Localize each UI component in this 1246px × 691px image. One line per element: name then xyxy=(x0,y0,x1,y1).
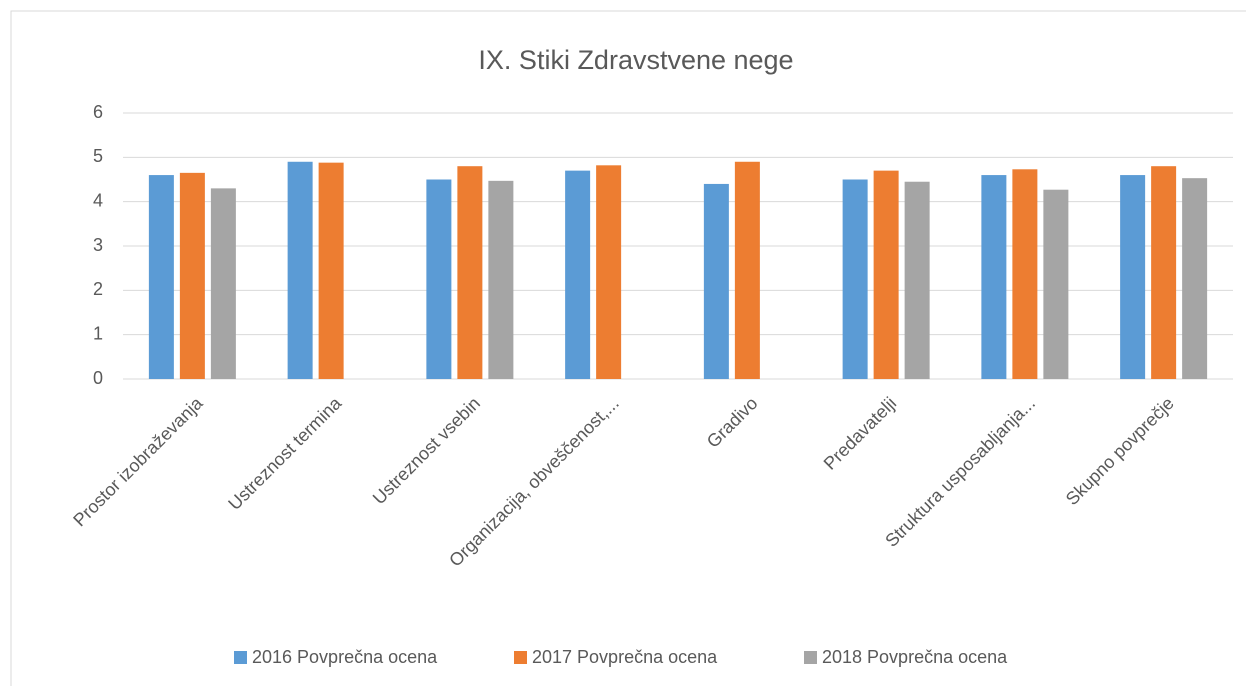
bar xyxy=(1012,169,1038,379)
y-tick-label: 5 xyxy=(93,146,103,166)
y-tick-label: 0 xyxy=(93,368,103,388)
y-tick-label: 2 xyxy=(93,279,103,299)
legend-swatch xyxy=(514,651,527,664)
bar xyxy=(318,162,344,379)
bar xyxy=(596,165,622,379)
bar xyxy=(703,183,729,379)
legend-label: 2018 Povprečna ocena xyxy=(822,647,1008,667)
bar xyxy=(148,175,174,379)
y-tick-label: 4 xyxy=(93,190,103,210)
legend-label: 2017 Povprečna ocena xyxy=(532,647,718,667)
bar xyxy=(179,172,205,379)
chart-title: IX. Stiki Zdravstvene nege xyxy=(478,45,793,75)
y-tick-label: 3 xyxy=(93,235,103,255)
bar xyxy=(734,161,760,379)
bar xyxy=(210,188,236,379)
bar xyxy=(842,179,868,379)
bar xyxy=(981,175,1007,379)
bar xyxy=(873,170,899,379)
y-tick-label: 1 xyxy=(93,323,103,343)
bar xyxy=(426,179,452,379)
y-tick-label: 6 xyxy=(93,102,103,122)
legend-swatch xyxy=(234,651,247,664)
bar xyxy=(488,180,514,379)
bar xyxy=(1151,166,1177,379)
bar xyxy=(287,161,313,379)
bar xyxy=(1043,189,1069,379)
bar xyxy=(565,170,591,379)
bar xyxy=(1182,178,1208,379)
legend-label: 2016 Povprečna ocena xyxy=(252,647,438,667)
bar xyxy=(904,181,930,379)
bar xyxy=(457,166,483,379)
bar xyxy=(1120,175,1146,379)
legend-swatch xyxy=(804,651,817,664)
